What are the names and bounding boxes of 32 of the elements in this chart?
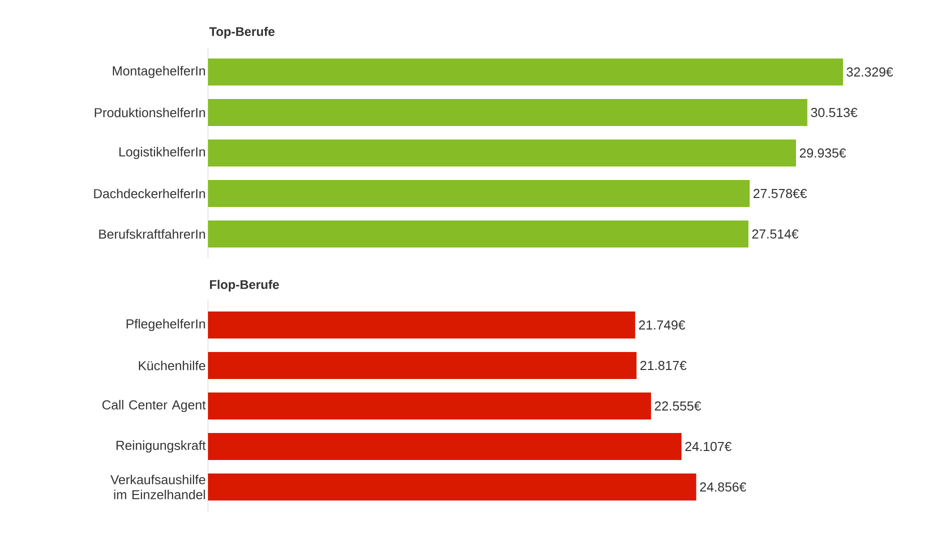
y-tick-label: PflegehelferIn	[126, 318, 205, 332]
bar	[208, 311, 636, 338]
data-label: 21.749€	[639, 320, 686, 330]
data-label: 21.817€	[640, 360, 687, 370]
bar	[208, 432, 682, 460]
y-tick-label: Küchenhilfe	[138, 360, 206, 370]
bar	[208, 139, 796, 166]
data-label: 24.856€	[700, 482, 746, 492]
chart-title: Flop-Berufe	[210, 280, 279, 292]
y-tick-label: Call Center Agent	[102, 400, 206, 412]
y-tick-label: DachdeckerhelferIn	[94, 188, 205, 198]
data-label: 32.329€	[846, 67, 893, 77]
bar	[208, 352, 637, 379]
bar	[208, 98, 808, 126]
data-label: 29.935€	[800, 148, 846, 158]
bar	[208, 180, 750, 207]
data-label: 22.555€	[654, 401, 702, 411]
chart-title: Top-Berufe	[209, 26, 275, 38]
y-tick-label: Reinigungskraft	[116, 440, 206, 453]
data-label: 27.514€	[752, 229, 798, 239]
data-label: 27.578€€	[754, 188, 807, 198]
bar	[208, 220, 748, 248]
y-tick-label: BerufskraftfahrerIn	[99, 229, 205, 239]
bar	[208, 473, 696, 500]
y-tick-label: ProduktionshelferIn	[94, 108, 205, 118]
data-label: 24.107€	[685, 442, 732, 452]
y-tick-label: Verkaufsaushilfe im Einzelhandel	[110, 474, 206, 500]
y-tick-label: LogistikhelferIn	[119, 146, 205, 160]
data-label: 30.513€	[811, 108, 858, 118]
y-tick-label: MontagehelferIn	[112, 66, 205, 78]
bar	[208, 392, 652, 420]
bar	[208, 58, 843, 86]
